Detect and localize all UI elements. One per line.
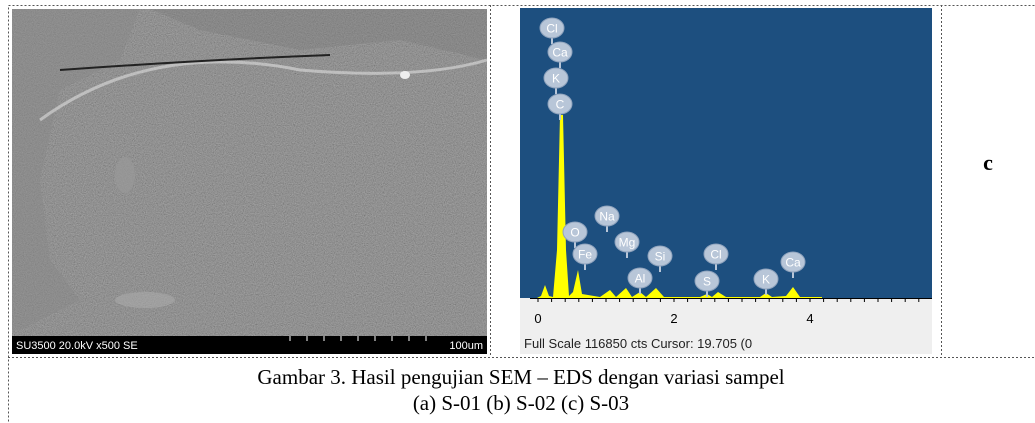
peak-label: Fe <box>578 248 592 262</box>
peak-label: Si <box>655 250 666 264</box>
peak-label: Al <box>635 272 646 286</box>
peak-label: Cl <box>710 248 721 262</box>
caption-line: Gambar 3. Hasil pengujian SEM – EDS deng… <box>257 365 784 389</box>
axis-label: 2 <box>670 311 677 326</box>
peak-label: C <box>556 98 565 112</box>
peak-label: K <box>552 72 560 86</box>
sem-info: SU3500 20.0kV x500 SE <box>16 340 138 352</box>
axis-label: 4 <box>806 311 813 326</box>
peak-label: S <box>703 275 711 289</box>
caption-line: (a) S-01 (b) S-02 (c) S-03 <box>413 391 629 415</box>
peak-label: K <box>762 273 770 287</box>
panel-label: c <box>983 150 993 175</box>
peak-label: Ca <box>552 46 568 60</box>
peak-label: Ca <box>785 256 801 270</box>
page: SU3500 20.0kV x500 SE 100um 024ClCaKCONa… <box>0 0 1035 423</box>
peak-label: Na <box>599 210 615 224</box>
sem-scale: 100um <box>449 340 483 352</box>
eds-footer: Full Scale 116850 cts Cursor: 19.705 (0 <box>524 336 752 351</box>
axis-label: 0 <box>534 311 541 326</box>
peak-label: Cl <box>546 22 557 36</box>
peak-label: O <box>570 226 579 240</box>
figure: SU3500 20.0kV x500 SE 100um 024ClCaKCONa… <box>0 0 1035 423</box>
peak-label: Mg <box>619 236 636 250</box>
sem-image: SU3500 20.0kV x500 SE 100um <box>12 9 487 354</box>
